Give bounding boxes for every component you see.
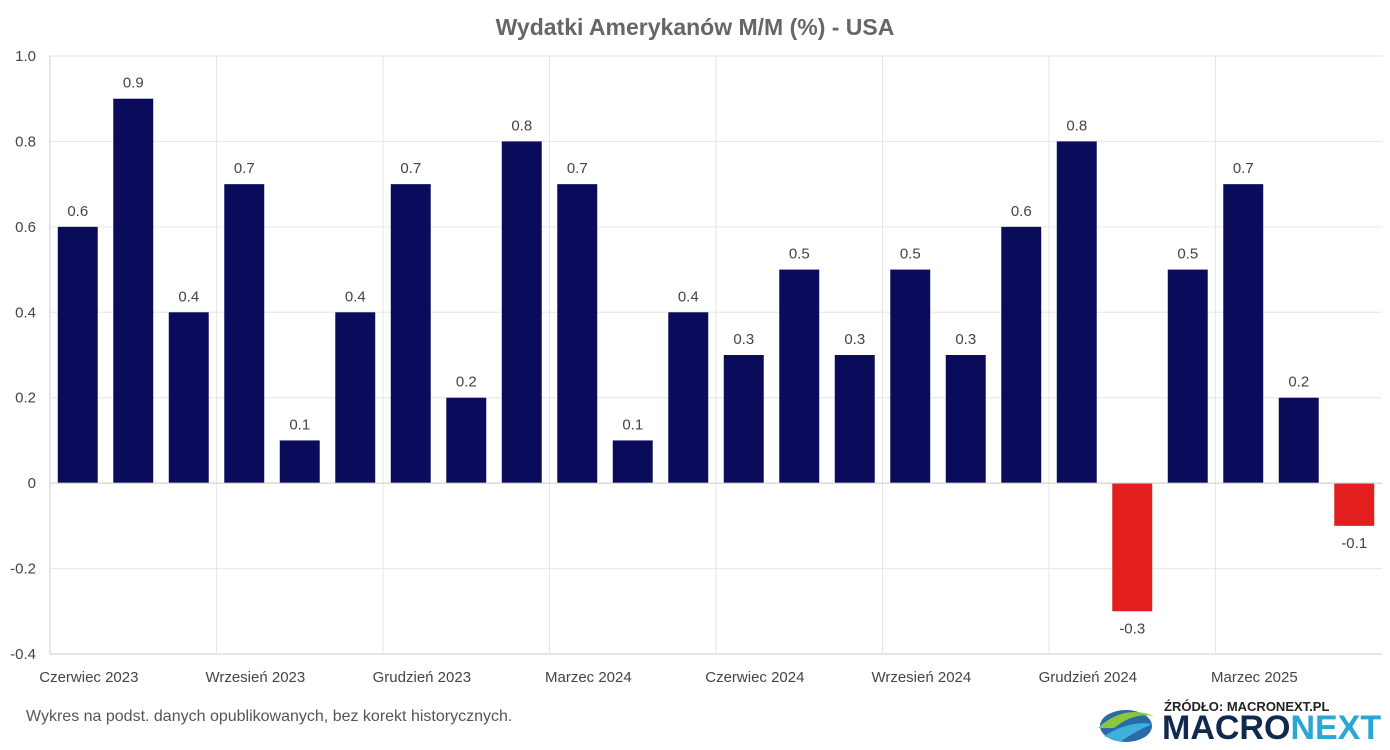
y-tick-label: 0.2: [15, 390, 36, 407]
brand-logo-text: MACRONEXT: [1162, 709, 1381, 748]
bar: [1334, 483, 1375, 526]
value-labels-layer: 0.6 0.9 0.4 0.7 0.1 0.4 0.7 0.2 0.8 0.7 0.1 0.4 0.3 0…: [67, 75, 1367, 638]
bar-value-label: 0.2: [456, 374, 477, 391]
bar: [723, 355, 764, 484]
bar-value-label: 0.4: [178, 288, 199, 305]
bar-value-label: 0.9: [123, 75, 144, 92]
x-tick-label: Wrzesień 2024: [871, 669, 971, 686]
bar-value-label: 0.3: [844, 331, 865, 348]
brand-part-1: MACRO: [1162, 709, 1291, 747]
source-label: ŹRÓDŁO: MACRONEXT.PL: [1164, 699, 1330, 714]
bar-value-label: 0.1: [289, 416, 310, 433]
bar: [1112, 483, 1153, 612]
bar-value-label: 0.1: [622, 416, 643, 433]
bar-value-label: 0.8: [1066, 117, 1087, 134]
bar: [501, 141, 542, 484]
bar-value-label: 0.2: [1288, 374, 1309, 391]
y-tick-label: 0.6: [15, 219, 36, 236]
bar-value-label: 0.4: [678, 288, 699, 305]
x-tick-label: Czerwiec 2024: [705, 669, 804, 686]
bar: [113, 98, 154, 484]
bar-value-label: 0.5: [900, 246, 921, 263]
bar: [1056, 141, 1097, 484]
macronext-logo-icon: [1098, 710, 1154, 742]
bar-value-label: 0.7: [1233, 160, 1254, 177]
bar: [57, 226, 98, 484]
bar-value-label: 0.5: [1177, 246, 1198, 263]
bar: [945, 355, 986, 484]
bar-value-label: 0.4: [345, 288, 366, 305]
bar-value-label: -0.1: [1341, 535, 1367, 552]
bar: [279, 440, 320, 484]
bar-value-label: 0.3: [733, 331, 754, 348]
bar: [335, 312, 376, 484]
x-tick-label: Grudzień 2024: [1039, 669, 1137, 686]
bar: [224, 184, 265, 484]
bar: [1001, 226, 1042, 484]
bar-value-label: 0.7: [400, 160, 421, 177]
bar: [612, 440, 653, 484]
bar: [1223, 184, 1264, 484]
bar: [779, 269, 820, 484]
bar: [168, 312, 209, 484]
y-tick-label: 0.8: [15, 133, 36, 150]
chart-title: Wydatki Amerykanów M/M (%) - USA: [495, 14, 895, 40]
x-tick-label: Marzec 2025: [1211, 669, 1298, 686]
y-tick-label: 0.4: [15, 304, 36, 321]
bar-value-label: 0.6: [1011, 203, 1032, 220]
bar-value-label: 0.7: [567, 160, 588, 177]
y-tick-label: 1.0: [15, 48, 36, 65]
x-tick-label: Czerwiec 2023: [39, 669, 138, 686]
y-tick-label: -0.4: [10, 646, 36, 663]
bar-value-label: 0.8: [511, 117, 532, 134]
y-tick-label: 0: [28, 475, 36, 492]
chart-footnote: Wykres na podst. danych opublikowanych, …: [26, 708, 513, 725]
bar-value-label: 0.7: [234, 160, 255, 177]
y-tick-label: -0.2: [10, 561, 36, 578]
bar-value-label: 0.6: [67, 203, 88, 220]
bar: [390, 184, 431, 484]
brand-part-2: NEXT: [1290, 709, 1382, 747]
x-tick-label: Grudzień 2023: [373, 669, 471, 686]
bar: [890, 269, 931, 484]
x-tick-label: Wrzesień 2023: [205, 669, 305, 686]
bar: [834, 355, 875, 484]
x-tick-label: Marzec 2024: [545, 669, 632, 686]
bar-value-label: 0.3: [955, 331, 976, 348]
bar-value-label: -0.3: [1119, 620, 1145, 637]
bar-value-label: 0.5: [789, 246, 810, 263]
bar: [1167, 269, 1208, 484]
bar: [557, 184, 598, 484]
bar: [446, 397, 487, 484]
bars-layer: [57, 98, 1375, 612]
bar: [1278, 397, 1319, 484]
bar: [668, 312, 709, 484]
